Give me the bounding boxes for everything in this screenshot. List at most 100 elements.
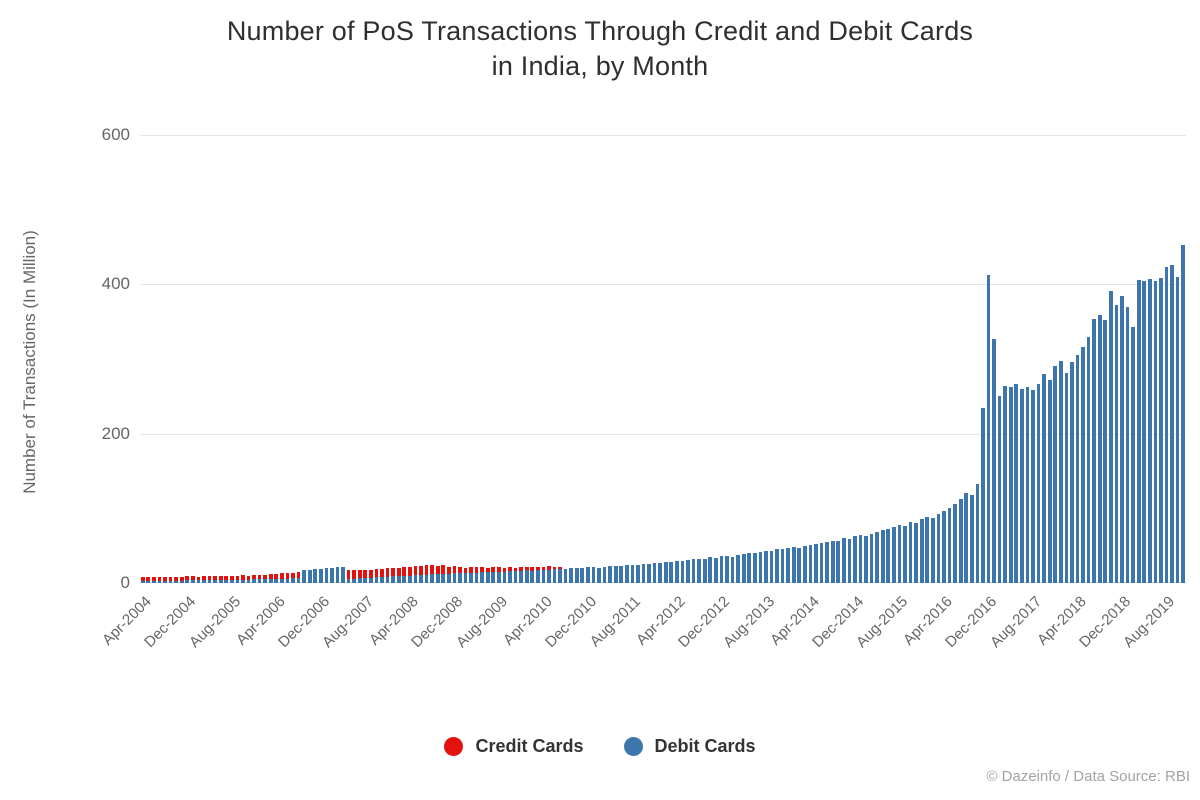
bar-debit-cards bbox=[480, 572, 484, 583]
bar-debit-cards bbox=[268, 578, 273, 583]
bar-debit-cards bbox=[1070, 362, 1074, 583]
bar-debit-cards bbox=[152, 580, 156, 583]
bar-debit-cards bbox=[363, 578, 368, 583]
bar-debit-cards bbox=[1120, 296, 1124, 583]
bar-debit-cards bbox=[1075, 355, 1080, 583]
bar-credit-cards bbox=[168, 577, 173, 583]
bar-debit-cards bbox=[697, 559, 701, 583]
bar-debit-cards bbox=[914, 522, 918, 583]
bar-debit-cards bbox=[669, 561, 674, 583]
bar-debit-cards bbox=[830, 540, 835, 583]
bar-debit-cards bbox=[357, 578, 362, 583]
bar-debit-cards bbox=[552, 569, 557, 583]
bar-debit-cards bbox=[841, 538, 846, 583]
bar-credit-cards bbox=[196, 576, 201, 583]
bar-debit-cards bbox=[886, 529, 891, 583]
y-tick-label-400: 400 bbox=[101, 274, 130, 294]
bar-debit-cards bbox=[168, 580, 173, 583]
bar-debit-cards bbox=[396, 576, 401, 583]
bar-debit-cards bbox=[341, 566, 345, 583]
bar-debit-cards bbox=[179, 580, 184, 583]
bar-credit-cards bbox=[185, 576, 190, 583]
bar-debit-cards bbox=[719, 556, 724, 583]
bar-debit-cards bbox=[708, 557, 713, 583]
bar-credit-cards bbox=[363, 569, 368, 583]
bar-debit-cards bbox=[942, 511, 946, 583]
bar-credit-cards bbox=[430, 565, 434, 583]
bar-debit-cards bbox=[602, 566, 607, 583]
bar-credit-cards bbox=[174, 576, 178, 583]
bar-debit-cards bbox=[1020, 388, 1024, 583]
bar-debit-cards bbox=[1164, 267, 1169, 583]
bar-debit-cards bbox=[441, 573, 446, 583]
gridline-200 bbox=[140, 433, 1186, 435]
bar-debit-cards bbox=[764, 550, 768, 583]
bar-debit-cards bbox=[569, 568, 574, 583]
bar-debit-cards bbox=[513, 570, 518, 583]
bar-debit-cards bbox=[424, 574, 429, 583]
bar-debit-cards bbox=[574, 568, 579, 583]
bar-credit-cards bbox=[257, 574, 262, 583]
bar-debit-cards bbox=[969, 494, 974, 583]
legend-marker-icon bbox=[623, 736, 643, 756]
bar-debit-cards bbox=[808, 545, 813, 583]
bar-debit-cards bbox=[908, 521, 913, 583]
bar-debit-cards bbox=[580, 567, 585, 583]
bar-credit-cards bbox=[424, 565, 429, 583]
bar-debit-cards bbox=[1003, 385, 1007, 583]
bar-debit-cards bbox=[791, 547, 796, 583]
bar-debit-cards bbox=[1053, 366, 1058, 583]
bar-debit-cards bbox=[903, 525, 907, 583]
bar-debit-cards bbox=[1092, 318, 1097, 583]
bar-debit-cards bbox=[864, 536, 868, 583]
bar-debit-cards bbox=[1014, 384, 1019, 583]
bar-debit-cards bbox=[880, 530, 885, 583]
bar-debit-cards bbox=[346, 578, 351, 583]
bar-debit-cards bbox=[280, 578, 284, 583]
bar-credit-cards bbox=[357, 569, 362, 583]
legend-item-debit-cards[interactable]: Debit Cards bbox=[623, 736, 756, 757]
legend: Credit Cards Debit Cards bbox=[0, 727, 1200, 765]
bar-debit-cards bbox=[419, 574, 423, 583]
bar-debit-cards bbox=[508, 571, 512, 583]
bar-debit-cards bbox=[597, 567, 601, 583]
bar-debit-cards bbox=[1125, 307, 1130, 583]
bar-debit-cards bbox=[1097, 314, 1102, 583]
bar-debit-cards bbox=[630, 564, 635, 583]
bar-debit-cards bbox=[274, 578, 279, 583]
bar-debit-cards bbox=[458, 573, 462, 583]
bar-debit-cards bbox=[758, 551, 763, 583]
bar-credit-cards bbox=[391, 568, 395, 583]
bar-debit-cards bbox=[140, 581, 145, 583]
bar-debit-cards bbox=[380, 577, 384, 583]
bar-debit-cards bbox=[875, 532, 880, 583]
bar-debit-cards bbox=[675, 561, 679, 583]
bar-debit-cards bbox=[224, 579, 229, 583]
bar-debit-cards bbox=[330, 568, 334, 583]
bar-debit-cards bbox=[1025, 386, 1030, 583]
bar-debit-cards bbox=[563, 568, 568, 583]
bar-debit-cards bbox=[613, 565, 618, 583]
bar-credit-cards bbox=[291, 572, 295, 583]
bar-debit-cards bbox=[752, 552, 757, 583]
bar-debit-cards bbox=[257, 579, 262, 583]
bar-debit-cards bbox=[652, 563, 657, 583]
bar-debit-cards bbox=[1036, 383, 1041, 583]
bar-credit-cards bbox=[146, 577, 151, 583]
bar-debit-cards bbox=[836, 541, 841, 583]
bar-debit-cards bbox=[947, 507, 952, 583]
bar-debit-cards bbox=[981, 407, 985, 583]
bar-credit-cards bbox=[263, 574, 268, 583]
legend-item-credit-cards[interactable]: Credit Cards bbox=[444, 736, 584, 757]
bar-debit-cards bbox=[191, 580, 195, 583]
bar-debit-cards bbox=[519, 570, 523, 583]
bar-credit-cards bbox=[419, 565, 423, 583]
bar-debit-cards bbox=[407, 575, 412, 583]
bar-debit-cards bbox=[964, 493, 969, 583]
bar-credit-cards bbox=[179, 576, 184, 583]
bar-debit-cards bbox=[296, 578, 301, 583]
bar-debit-cards bbox=[647, 564, 651, 583]
bar-credit-cards bbox=[235, 575, 240, 583]
bar-debit-cards bbox=[847, 538, 852, 583]
